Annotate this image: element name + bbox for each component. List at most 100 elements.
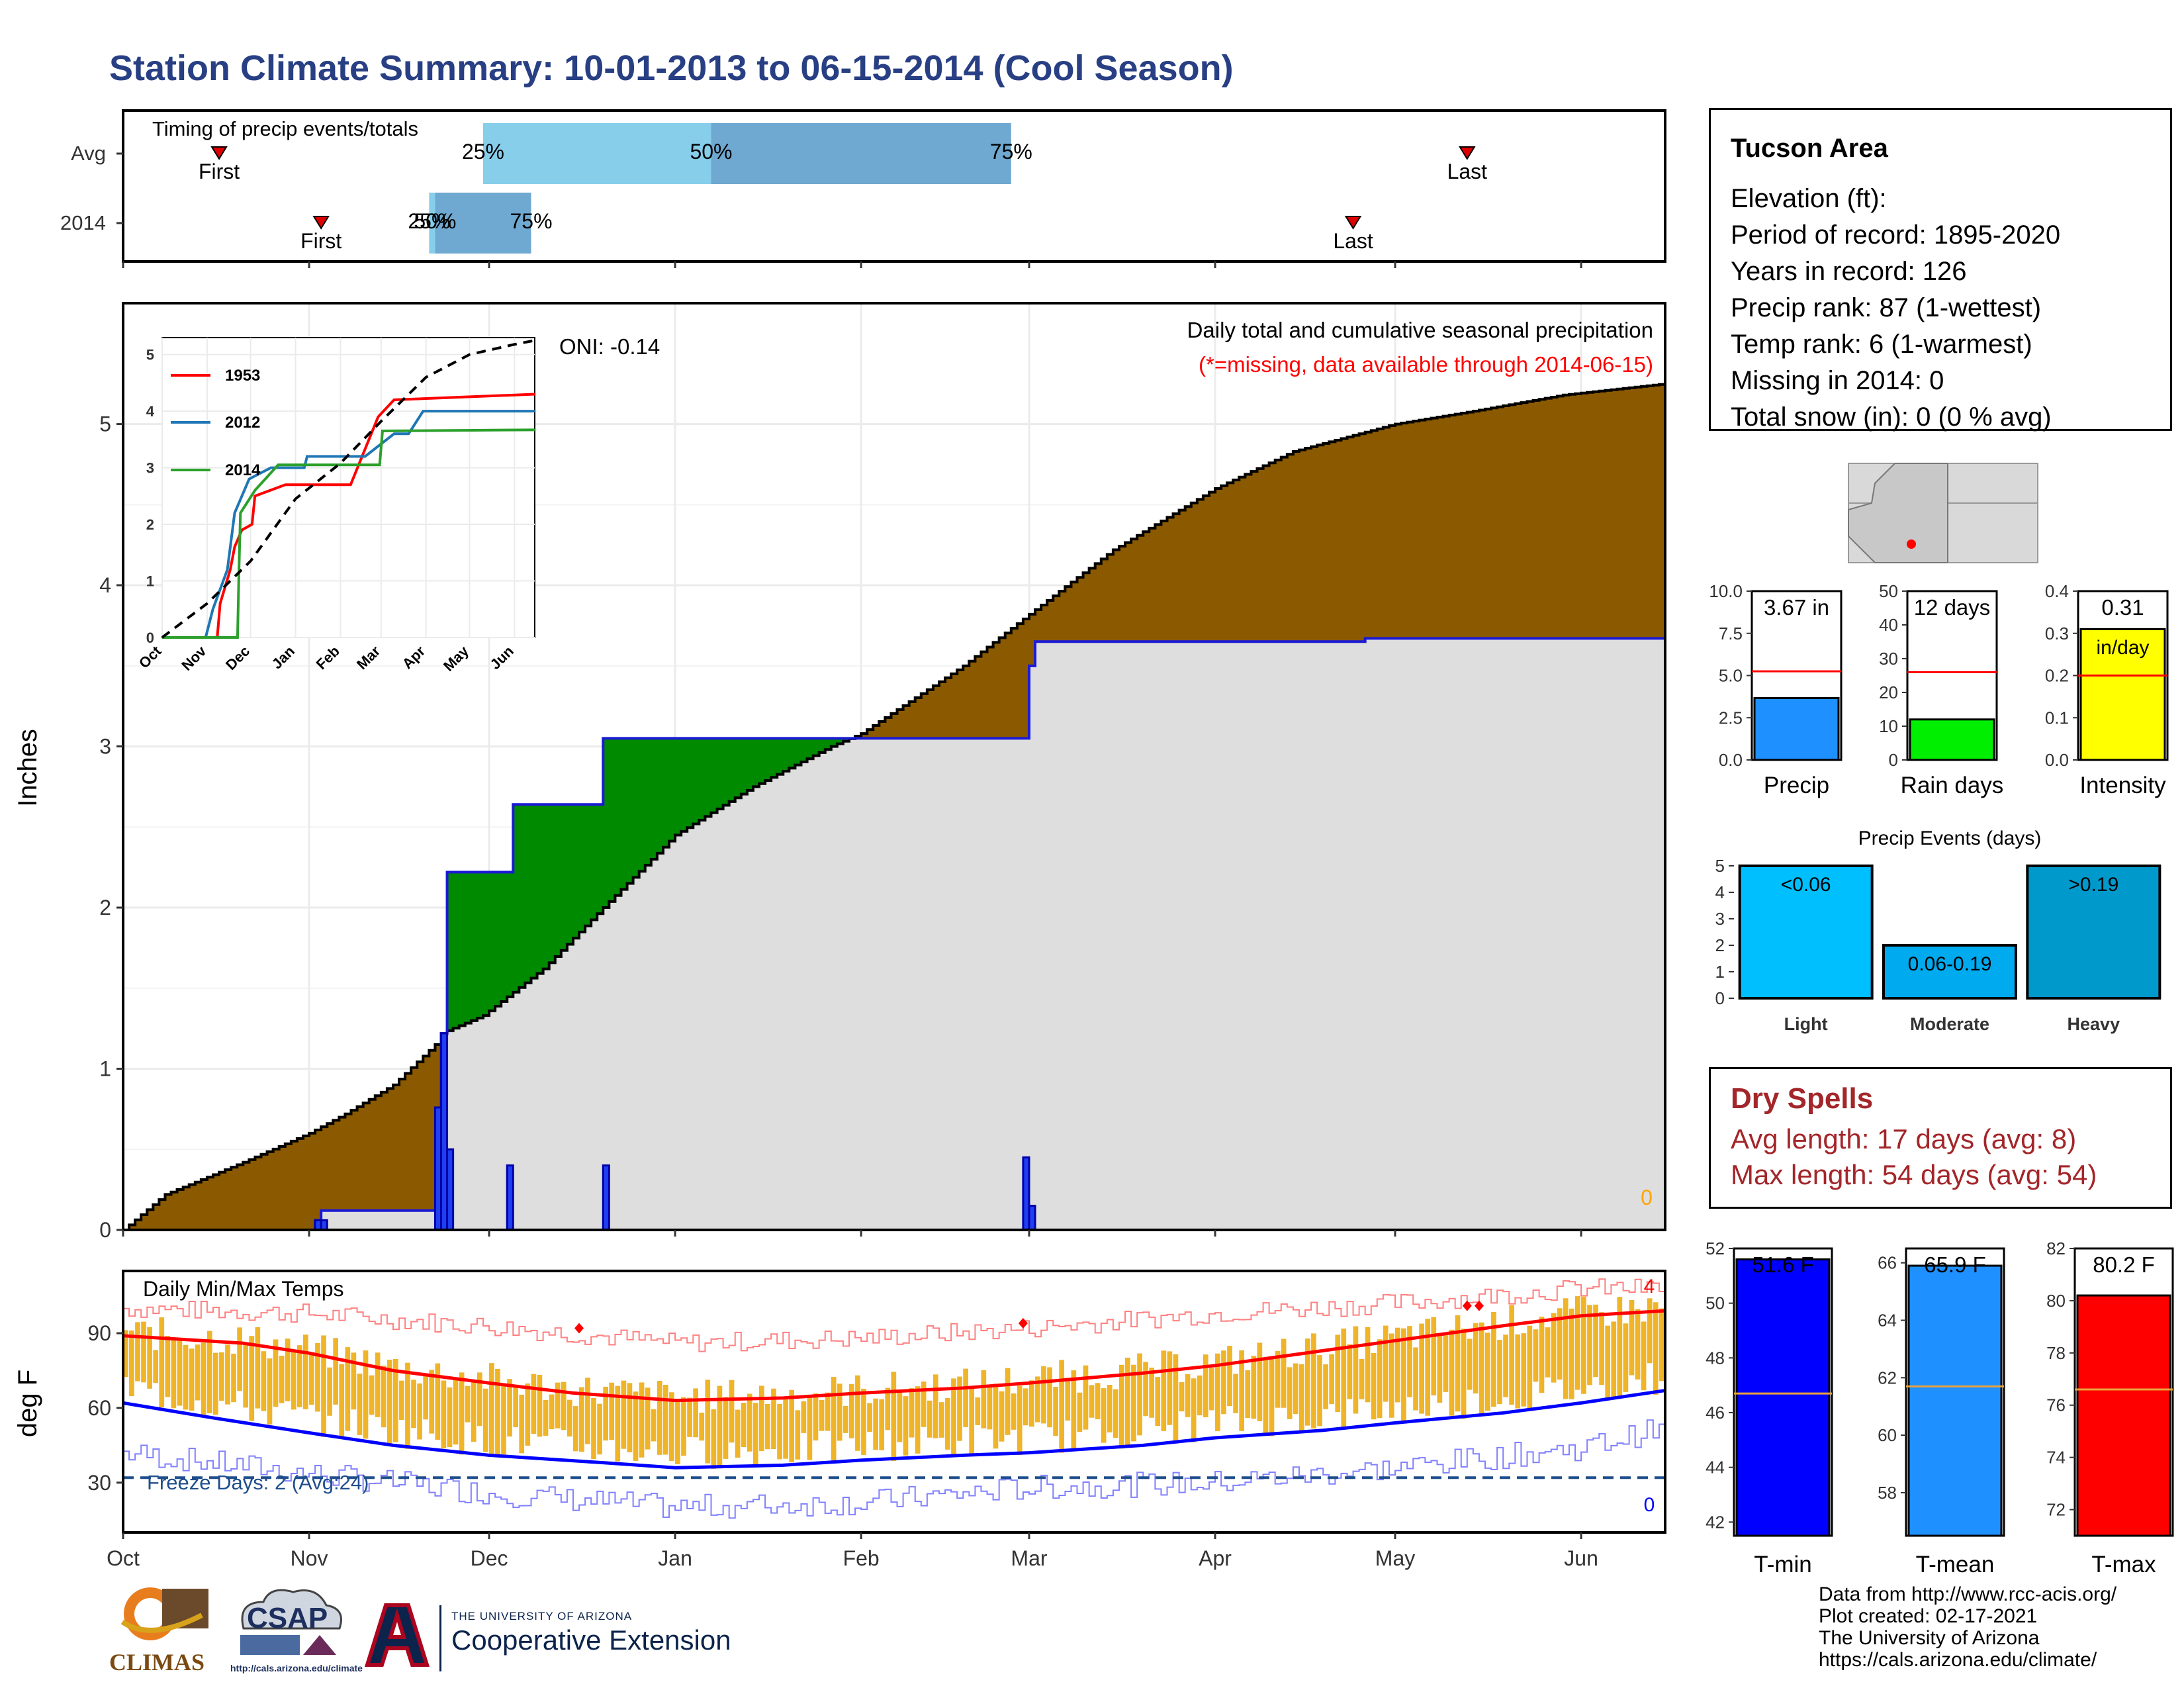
temp-range-bar — [381, 1365, 387, 1428]
precip-summary-value-label: 3.67 in — [1764, 595, 1829, 620]
temp-y-axis-label: deg F — [13, 1370, 42, 1437]
event-category-label: Heavy — [2068, 1014, 2120, 1034]
precip-summary-y-tick-label: 7.5 — [1719, 624, 1743, 643]
climas-text: CLIMAS — [109, 1649, 205, 1675]
temp-range-bar — [957, 1376, 962, 1441]
temp-range-bar — [1101, 1388, 1107, 1443]
temp-range-bar — [189, 1348, 195, 1411]
temp-range-bar — [849, 1383, 854, 1438]
temp-summary-bar — [1907, 1264, 2003, 1537]
temp-range-bar — [1593, 1304, 1598, 1378]
inset-line-2012 — [162, 410, 535, 639]
inset-y-tick-label: 0 — [146, 630, 154, 646]
temp-range-bar — [141, 1321, 146, 1383]
temp-range-bar — [153, 1350, 159, 1383]
temp-range-bar — [639, 1382, 645, 1458]
temp-range-bar — [531, 1374, 537, 1434]
temp-range-bar — [261, 1351, 267, 1411]
temp-range-bar — [597, 1403, 602, 1455]
temp-range-bar — [123, 1330, 128, 1378]
temp-range-bar — [1341, 1328, 1347, 1428]
timing-label-50: 50% — [690, 140, 732, 164]
temp-range-bar — [1431, 1317, 1437, 1396]
dry-spells-avg: Avg length: 17 days (avg: 8) — [1731, 1123, 2077, 1154]
temp-range-bar — [1443, 1335, 1449, 1392]
station-period: Period of record: 1895-2020 — [1731, 220, 2061, 250]
temp-range-bar — [1473, 1323, 1479, 1394]
timing-marker-last — [1344, 216, 1362, 230]
temp-range-bar — [135, 1322, 140, 1382]
temp-range-bar — [975, 1397, 981, 1425]
temp-range-bar — [723, 1397, 729, 1459]
temp-range-bar — [429, 1370, 435, 1434]
temp-range-bar — [177, 1340, 183, 1406]
temp-range-bar — [1245, 1370, 1251, 1419]
temp-range-bar — [1413, 1347, 1418, 1411]
temp-range-bar — [789, 1389, 795, 1463]
events-y-tick-label: 3 — [1715, 909, 1725, 929]
temp-range-bar — [171, 1339, 177, 1409]
dry-spells-title: Dry Spells — [1731, 1082, 1874, 1115]
temp-x-tick-label: Apr — [1199, 1546, 1232, 1570]
precip-summary-y-tick-label: 30 — [1879, 649, 1898, 669]
temp-range-bar — [813, 1393, 819, 1441]
temp-range-bar — [1215, 1353, 1220, 1432]
temp-range-bar — [1269, 1357, 1275, 1436]
temp-range-bar — [1347, 1344, 1353, 1399]
temp-summary-bar — [1735, 1258, 1831, 1537]
timing-label-last: Last — [1447, 160, 1488, 183]
temp-range-bar — [302, 1335, 308, 1409]
temp-range-bar — [1311, 1333, 1316, 1429]
events-y-tick-label: 0 — [1715, 988, 1725, 1008]
temp-range-bar — [411, 1380, 416, 1429]
temp-range-bar — [759, 1385, 764, 1452]
temp-range-bar — [572, 1406, 578, 1452]
temp-summary-y-tick-label: 50 — [1706, 1293, 1725, 1313]
cumulative-precip-chart: 0 1 2 3 4 5 Inches Daily total and cumulative s… — [13, 302, 1666, 1242]
temp-range-bar — [1239, 1350, 1245, 1431]
temp-range-bar — [699, 1413, 705, 1441]
inset-line-1953 — [162, 393, 535, 639]
temp-chart-title: Daily Min/Max Temps — [143, 1277, 343, 1301]
temp-range-bar — [711, 1409, 717, 1469]
temp-range-bar — [225, 1344, 230, 1405]
temp-range-bar — [495, 1368, 500, 1456]
temp-range-bar — [1287, 1367, 1293, 1419]
temp-range-bar — [969, 1386, 975, 1456]
station-precip-rank: Precip rank: 87 (1-wettest) — [1731, 293, 2042, 322]
temp-range-bar — [1233, 1374, 1238, 1413]
timing-label-50: 50% — [414, 209, 456, 233]
temp-range-bar — [1377, 1339, 1383, 1419]
temp-range-bar — [867, 1403, 872, 1432]
temp-range-bar — [1611, 1321, 1617, 1399]
temp-range-bar — [1527, 1325, 1533, 1411]
temp-range-bar — [543, 1399, 549, 1436]
temp-summary-category-label: T-max — [2091, 1552, 2156, 1577]
temp-x-tick-label: Feb — [843, 1546, 880, 1570]
oni-label: ONI: -0.14 — [559, 334, 660, 359]
temp-range-bar — [1653, 1302, 1659, 1395]
temp-range-bar — [567, 1399, 572, 1437]
temp-range-bar — [825, 1392, 831, 1431]
temp-summary-y-tick-label: 82 — [2046, 1239, 2066, 1258]
temp-range-bar — [1335, 1335, 1341, 1413]
precip-summary-value-unit: in/day — [2096, 637, 2149, 659]
cum-y-axis-label: Inches — [13, 729, 42, 807]
temp-range-bar — [201, 1342, 206, 1415]
daily-precip-bar — [1028, 1204, 1036, 1231]
temp-range-bar — [243, 1342, 249, 1408]
temp-range-bar — [1503, 1335, 1508, 1397]
temp-range-bar — [1647, 1298, 1653, 1364]
record-max-line — [123, 1278, 1665, 1352]
temp-range-bar — [399, 1380, 404, 1421]
temp-range-bar — [1257, 1342, 1263, 1421]
timing-bar-25-50 — [429, 193, 435, 254]
temp-range-bar — [1023, 1388, 1028, 1426]
temp-range-bar — [662, 1384, 668, 1455]
temp-range-bar — [1017, 1385, 1023, 1456]
temp-range-bar — [873, 1398, 878, 1450]
temp-range-bar — [1197, 1375, 1203, 1416]
temp-range-bar — [351, 1352, 357, 1410]
temp-range-bar — [285, 1338, 291, 1401]
climas-logo: CLIMAS — [109, 1582, 215, 1675]
